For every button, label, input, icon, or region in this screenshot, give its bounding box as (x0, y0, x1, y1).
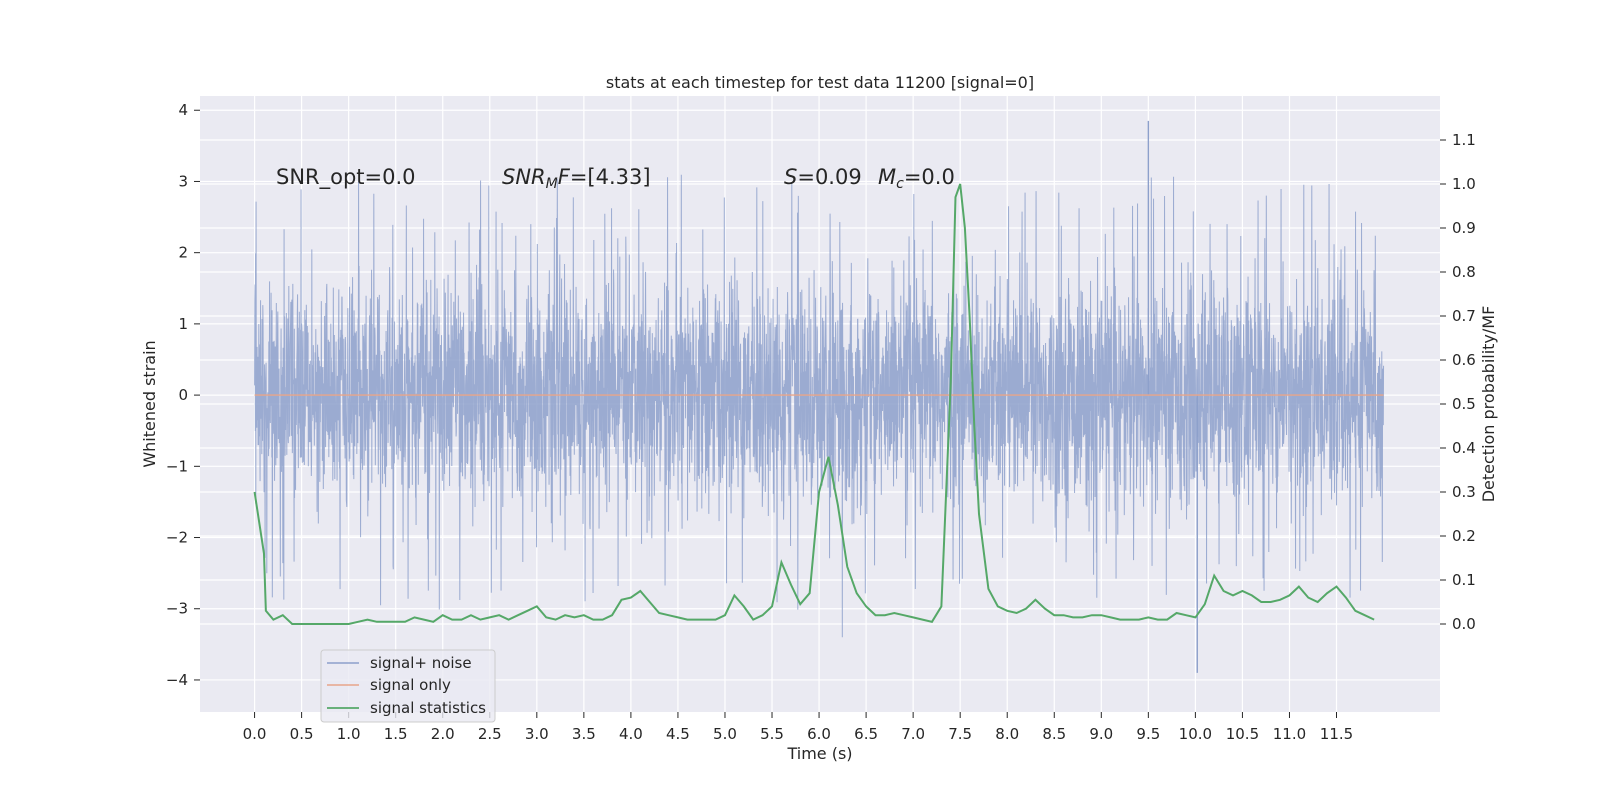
x-tick-label: 7.0 (901, 725, 925, 743)
y-right-tick-label: 0.1 (1452, 571, 1476, 589)
y-right-tick-label: 0.9 (1452, 219, 1476, 237)
signal-noise-line (254, 174, 1385, 638)
y-right-tick-label: 1.1 (1452, 131, 1476, 149)
legend-box (320, 649, 496, 723)
x-tick-label: 9.5 (1136, 725, 1160, 743)
legend-label-signal-statistics: signal statistics (370, 699, 486, 717)
x-tick-label: 5.0 (713, 725, 737, 743)
y-right-tick-label: 0.0 (1452, 615, 1476, 633)
x-tick-label: 8.5 (1042, 725, 1066, 743)
y-axis-label: Whitened strain (140, 340, 159, 467)
y-right-tick-label: 0.3 (1452, 483, 1476, 501)
x-tick-label: 2.5 (478, 725, 502, 743)
annotation-snr-opt-text: SNR_opt=0.0 (276, 165, 416, 190)
y-right-tick-label: 0.7 (1452, 307, 1476, 325)
x-tick-label: 4.0 (619, 725, 643, 743)
y-right-tick-label: 0.5 (1452, 395, 1476, 413)
y-tick-label: 3 (178, 172, 188, 190)
x-tick-label: 1.0 (337, 725, 361, 743)
x-tick-label: 11.0 (1273, 725, 1306, 743)
y-axis-ticks: −4 −3 −2 −1 0 1 2 3 4 (166, 101, 200, 689)
annotation-mc: Mc=0.0 (878, 165, 955, 192)
x-tick-label: 0.5 (290, 725, 314, 743)
y-tick-label: 4 (178, 101, 188, 119)
x-tick-label: 5.5 (760, 725, 784, 743)
chart-title: stats at each timestep for test data 112… (606, 73, 1034, 92)
y-tick-label: −2 (166, 529, 188, 547)
y-tick-label: 2 (178, 244, 188, 262)
legend: signal+ noise signal only signal statist… (320, 649, 496, 723)
x-tick-label: 6.0 (807, 725, 831, 743)
annotation-s: S=0.09 (784, 165, 862, 189)
series-signal-noise (254, 120, 1385, 673)
y-tick-label: 0 (178, 386, 188, 404)
x-tick-label: 4.5 (666, 725, 690, 743)
signal-statistics-line (253, 183, 1375, 625)
x-tick-label: 6.5 (854, 725, 878, 743)
x-tick-label: 0.0 (243, 725, 267, 743)
y-right-tick-label: 0.2 (1452, 527, 1476, 545)
x-tick-label: 9.0 (1089, 725, 1113, 743)
y-tick-label: −3 (166, 600, 188, 618)
y-tick-label: 1 (178, 315, 188, 333)
x-tick-label: 2.0 (431, 725, 455, 743)
x-tick-label: 8.0 (995, 725, 1019, 743)
legend-label-signal-noise: signal+ noise (370, 654, 472, 672)
x-tick-label: 10.5 (1226, 725, 1259, 743)
y-tick-label: −4 (166, 671, 188, 689)
x-tick-label: 11.5 (1320, 725, 1353, 743)
annotation-snr-opt: SNR_opt=0.0 (276, 165, 416, 190)
y-right-tick-label: 0.4 (1452, 439, 1476, 457)
x-tick-label: 3.5 (572, 725, 596, 743)
x-axis-ticks: 0.0 0.5 1.0 1.5 2.0 2.5 3.0 3.5 4.0 4.5 5.0 5.5 6.0 6… (243, 712, 1353, 743)
x-tick-label: 1.5 (384, 725, 408, 743)
x-tick-label: 7.5 (948, 725, 972, 743)
y-right-tick-label: 0.6 (1452, 351, 1476, 369)
y-axis-right-ticks: 0.0 0.1 0.2 0.3 0.4 0.5 0.6 0.7 0.8 0.9 1.0 1.1 (1440, 131, 1476, 633)
y-axis-right-label: Detection probability/MF (1479, 306, 1498, 503)
x-tick-label: 3.0 (525, 725, 549, 743)
series-signal-statistics (253, 183, 1375, 625)
y-tick-label: −1 (166, 457, 188, 475)
x-axis-label: Time (s) (786, 744, 852, 763)
annotations: SNR_opt=0.0 SNRMF=[4.33] S=0.09 Mc=0.0 (276, 165, 955, 192)
y-right-tick-label: 1.0 (1452, 175, 1476, 193)
x-tick-label: 10.0 (1179, 725, 1212, 743)
y-right-tick-label: 0.8 (1452, 263, 1476, 281)
annotation-snr-mf: SNRMF=[4.33] (502, 165, 651, 192)
legend-label-signal-only: signal only (370, 676, 451, 694)
